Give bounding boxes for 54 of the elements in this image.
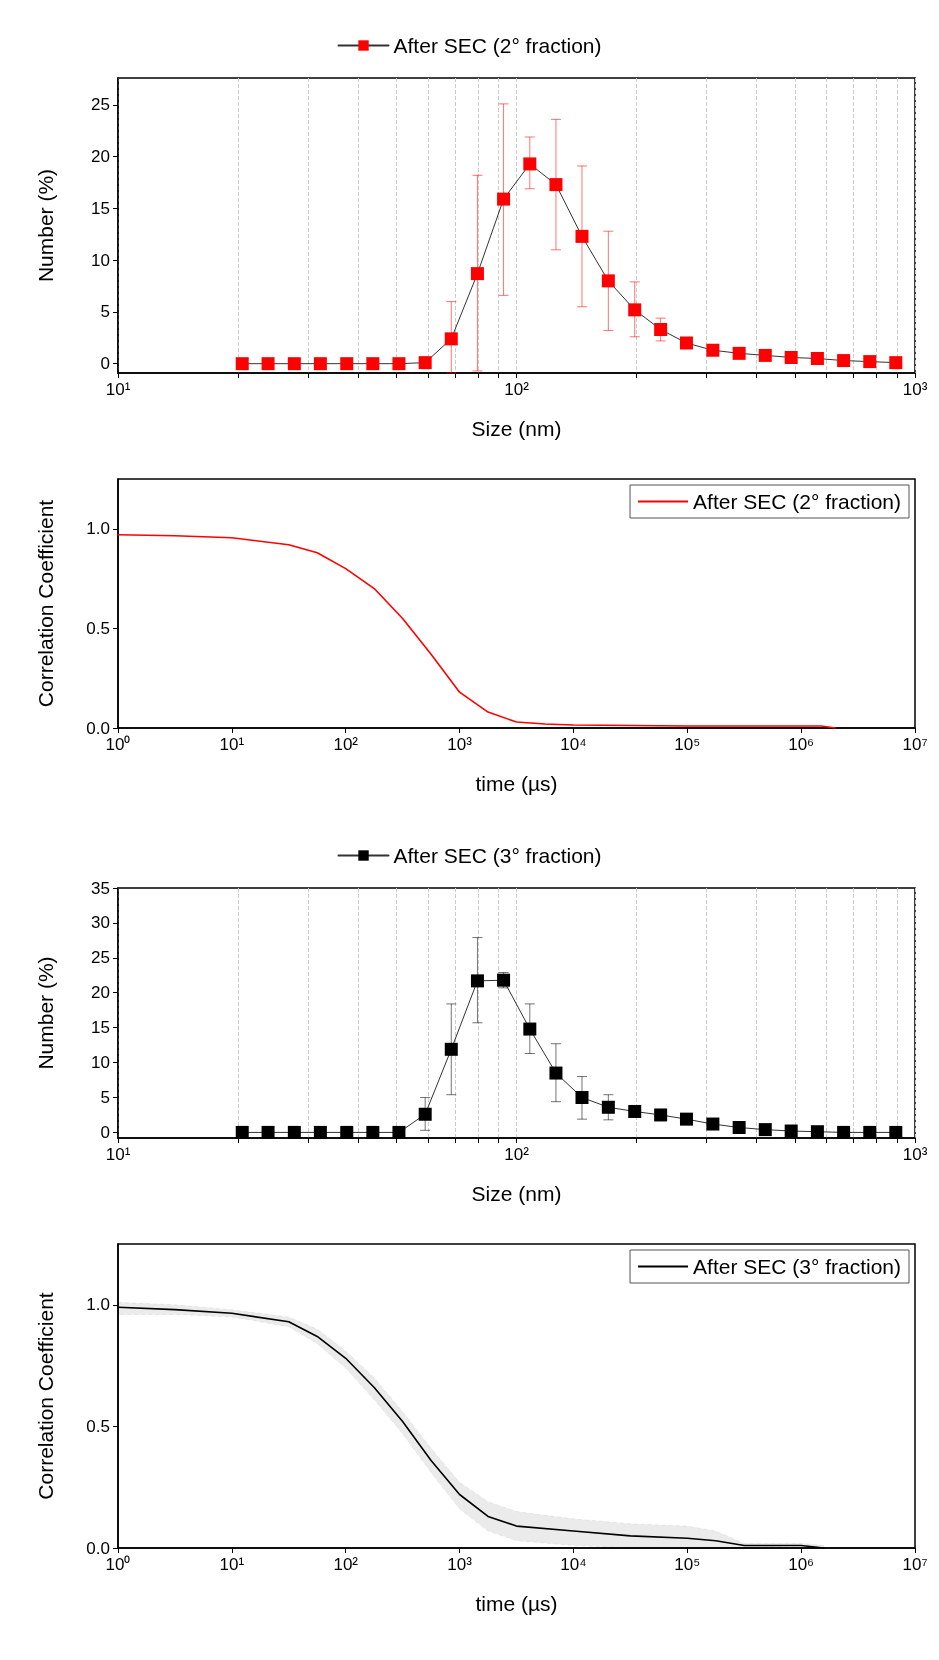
y-axis-title: Number (%) bbox=[34, 168, 57, 283]
y-tick-label: 30 bbox=[91, 913, 110, 933]
legend-label: After SEC (2° fraction) bbox=[693, 490, 902, 513]
legend-label: After SEC (2° fraction) bbox=[393, 34, 602, 57]
x-tick-label: 10¹ bbox=[105, 380, 131, 399]
x-axis-title: time (µs) bbox=[475, 772, 558, 795]
x-tick-label: 10⁰ bbox=[105, 735, 131, 754]
y-tick-label: 15 bbox=[91, 1018, 110, 1038]
x-tick-label: 10⁷ bbox=[902, 735, 928, 754]
x-tick-label: 10² bbox=[504, 1145, 530, 1164]
legend-label: After SEC (3° fraction) bbox=[693, 1255, 902, 1278]
x-tick-label: 10¹ bbox=[219, 735, 245, 754]
x-tick-label: 10¹ bbox=[219, 1555, 245, 1574]
x-tick-label: 10⁵ bbox=[674, 1555, 701, 1574]
y-tick-label: 1.0 bbox=[86, 519, 110, 539]
x-tick-label: 10² bbox=[333, 1555, 359, 1574]
y-axis-title: Number (%) bbox=[34, 956, 57, 1070]
x-tick-label: 10¹ bbox=[105, 1145, 131, 1164]
x-tick-label: 10³ bbox=[447, 1555, 473, 1574]
y-tick-label: 1.0 bbox=[86, 1295, 110, 1315]
y-axis-title: Correlation Coefficient bbox=[34, 1292, 57, 1500]
y-tick-label: 0.0 bbox=[86, 718, 110, 738]
x-tick-label: 10² bbox=[333, 735, 359, 754]
y-tick-label: 35 bbox=[91, 878, 110, 898]
x-axis-title: time (µs) bbox=[475, 1592, 558, 1615]
y-tick-label: 25 bbox=[91, 95, 110, 115]
y-tick-label: 5 bbox=[100, 1088, 110, 1107]
x-tick-label: 10³ bbox=[447, 735, 473, 754]
y-tick-label: 5 bbox=[100, 302, 110, 322]
x-tick-label: 10⁰ bbox=[105, 1555, 131, 1574]
y-tick-label: 20 bbox=[91, 147, 110, 167]
y-tick-label: 0.5 bbox=[86, 1416, 110, 1436]
x-tick-label: 10⁴ bbox=[560, 735, 587, 754]
x-tick-label: 10² bbox=[504, 380, 530, 399]
y-tick-label: 25 bbox=[91, 948, 110, 968]
x-tick-label: 10⁴ bbox=[560, 1555, 587, 1574]
y-tick-label: 10 bbox=[91, 1053, 110, 1073]
x-axis-title: Size (nm) bbox=[471, 1182, 562, 1205]
x-tick-label: 10⁶ bbox=[788, 735, 815, 754]
legend-label: After SEC (3° fraction) bbox=[393, 844, 602, 867]
y-tick-label: 15 bbox=[91, 198, 110, 218]
y-tick-label: 0 bbox=[100, 1122, 110, 1142]
x-tick-label: 10³ bbox=[902, 380, 928, 399]
y-tick-label: 10 bbox=[91, 250, 110, 270]
y-tick-label: 0.0 bbox=[86, 1538, 110, 1558]
x-tick-label: 10⁷ bbox=[902, 1555, 928, 1574]
y-axis-title: Correlation Coefficient bbox=[34, 499, 57, 708]
y-tick-label: 20 bbox=[91, 983, 110, 1003]
x-tick-label: 10⁶ bbox=[788, 1555, 815, 1574]
x-tick-label: 10⁵ bbox=[674, 735, 701, 754]
x-axis-title: Size (nm) bbox=[471, 417, 562, 440]
y-tick-label: 0.5 bbox=[86, 618, 110, 638]
x-tick-label: 10³ bbox=[902, 1145, 928, 1164]
y-tick-label: 0 bbox=[100, 354, 110, 374]
